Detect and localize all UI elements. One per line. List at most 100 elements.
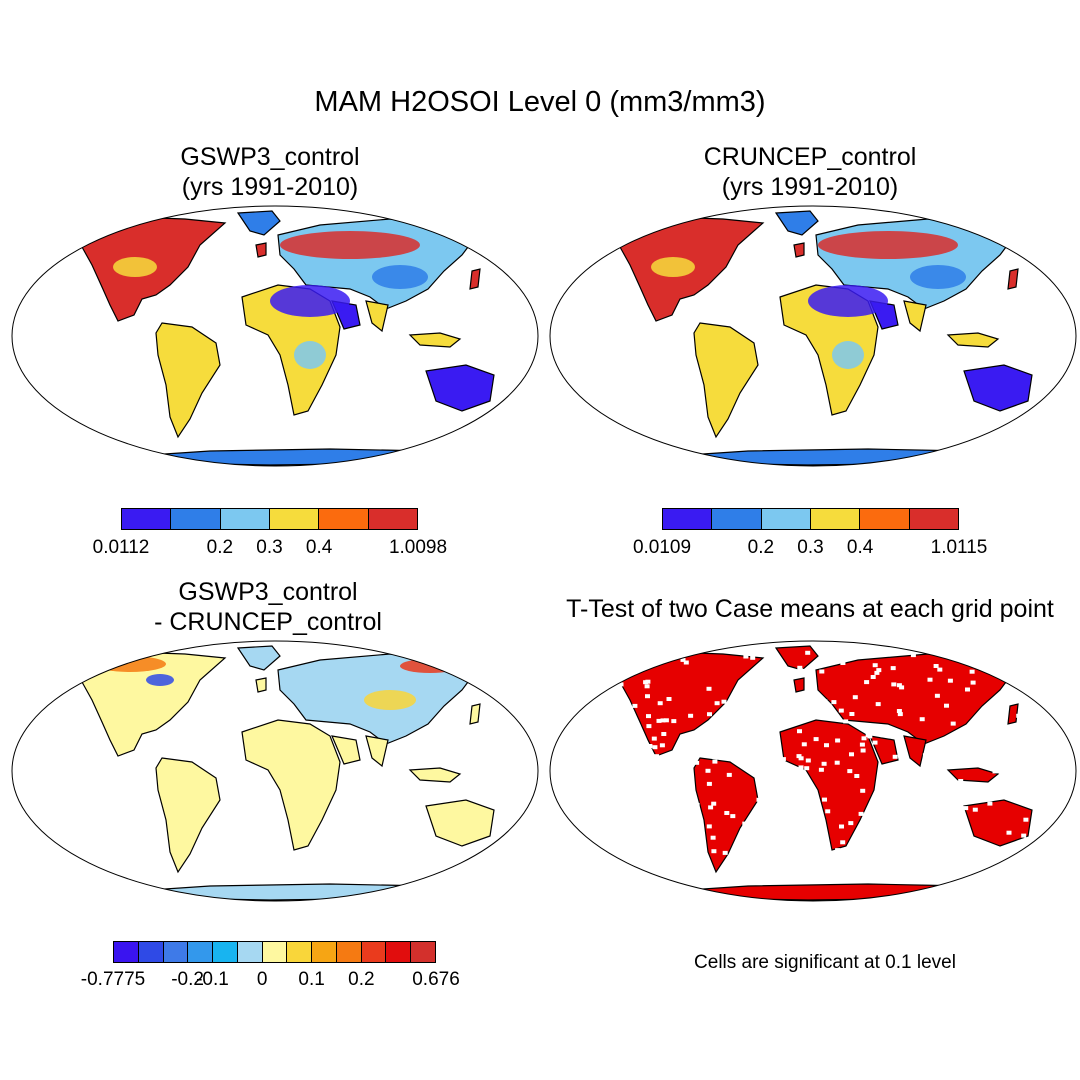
nonsignificant-cell xyxy=(944,703,949,708)
central-asia-diff xyxy=(364,690,416,710)
nonsignificant-cell xyxy=(881,824,887,829)
colorbar-label: 0.0109 xyxy=(632,537,692,558)
nonsignificant-cell xyxy=(781,672,787,677)
continent-greenland xyxy=(774,210,819,236)
nonsignificant-cell xyxy=(840,661,846,665)
nonsignificant-cell xyxy=(688,713,694,718)
colorbar-labels-difference: -0.7775 -0.2 -0.1 0 0.1 0.2 0.676 xyxy=(81,969,460,993)
nonsignificant-cell xyxy=(665,802,671,806)
continent-greenland xyxy=(236,645,281,671)
continent-antarctica xyxy=(119,448,481,466)
continent-uk xyxy=(793,677,805,693)
nonsignificant-cell xyxy=(746,683,751,688)
nonsignificant-cell xyxy=(801,742,807,747)
colorbar-swatch xyxy=(361,942,387,962)
southern-africa-zone xyxy=(832,341,864,369)
nonsignificant-cell xyxy=(929,832,934,837)
nonsignificant-cell xyxy=(674,812,679,817)
nonsignificant-cell xyxy=(991,791,996,796)
sahara-dry-zone xyxy=(270,285,350,317)
colorbar-swatch xyxy=(336,942,362,962)
nonsignificant-cell xyxy=(860,788,866,793)
nonsignificant-cell xyxy=(659,743,665,748)
colorbar-swatch xyxy=(114,942,139,962)
nonsignificant-cell xyxy=(987,789,993,794)
nonsignificant-cell xyxy=(848,821,854,826)
nonsignificant-cell xyxy=(972,807,978,812)
nonsignificant-cell xyxy=(681,817,687,822)
nonsignificant-cell xyxy=(981,737,986,741)
nonsignificant-cell xyxy=(614,654,620,659)
colorbar-label: 0.2 xyxy=(206,537,234,558)
nonsignificant-cell xyxy=(687,788,693,793)
nonsignificant-cell xyxy=(891,682,897,687)
colorbar-swatch xyxy=(663,509,713,529)
nonsignificant-cell xyxy=(666,697,672,701)
map-gswp3 xyxy=(11,205,539,467)
nonsignificant-cell xyxy=(997,795,1003,800)
nonsignificant-cell xyxy=(892,754,898,759)
nonsignificant-cell xyxy=(831,700,837,705)
nonsignificant-cell xyxy=(874,670,880,675)
nonsignificant-cell xyxy=(623,731,629,736)
nonsignificant-cell xyxy=(919,717,925,722)
nonsignificant-cell xyxy=(700,732,706,737)
nonsignificant-cell xyxy=(608,744,613,749)
nonsignificant-cell xyxy=(792,797,798,802)
nonsignificant-cell xyxy=(896,709,902,713)
nonsignificant-cell xyxy=(759,723,765,728)
colorbar-swatch xyxy=(319,509,369,529)
nonsignificant-cell xyxy=(933,664,939,668)
nonsignificant-cell xyxy=(843,719,849,724)
colorbar-swatch xyxy=(188,942,214,962)
nonsignificant-cell xyxy=(854,774,860,778)
nonsignificant-cell xyxy=(808,858,814,862)
nonsignificant-cell xyxy=(807,682,812,687)
nonsignificant-cell xyxy=(859,742,865,747)
colorbar-swatch xyxy=(138,942,164,962)
nonsignificant-cell xyxy=(993,705,999,710)
nonsignificant-cell xyxy=(932,844,938,849)
siberia-wet-band xyxy=(280,231,420,259)
nonsignificant-cell xyxy=(726,772,732,777)
nonsignificant-cell xyxy=(987,801,993,806)
nonsignificant-cell xyxy=(736,849,742,854)
nonsignificant-cell xyxy=(875,702,881,707)
colorbar-swatch xyxy=(163,942,189,962)
nonsignificant-cell xyxy=(947,678,953,683)
nonsignificant-cell xyxy=(969,858,975,863)
nonsignificant-cell xyxy=(706,824,712,829)
nonsignificant-cell xyxy=(705,768,711,773)
continent-japan xyxy=(469,703,481,725)
nonsignificant-cell xyxy=(937,667,943,672)
nonsignificant-cell xyxy=(613,701,619,706)
nonsignificant-cell xyxy=(989,849,995,854)
map-difference xyxy=(11,640,539,902)
nonsignificant-cell xyxy=(834,760,840,765)
nonsignificant-cell xyxy=(852,695,858,700)
nonsignificant-cell xyxy=(743,716,749,721)
nonsignificant-cell xyxy=(943,795,949,800)
nonsignificant-cell xyxy=(870,675,876,679)
colorbar-label: 0.4 xyxy=(846,537,874,558)
nonsignificant-cell xyxy=(805,650,811,655)
nonsignificant-cell xyxy=(922,753,928,758)
nonsignificant-cell xyxy=(963,806,969,811)
nonsignificant-cell xyxy=(714,701,720,706)
nonsignificant-cell xyxy=(842,857,848,862)
nonsignificant-cell xyxy=(902,804,908,809)
nonsignificant-cell xyxy=(750,655,756,660)
colorbar-labels-gswp3: 0.0112 0.2 0.3 0.4 1.0098 xyxy=(93,537,447,561)
nonsignificant-cell xyxy=(929,784,935,789)
continent-indonesia xyxy=(946,767,1000,783)
continent-australia xyxy=(425,364,495,412)
nonsignificant-cell xyxy=(724,811,730,815)
colorbar-label: 0.2 xyxy=(747,537,775,558)
nonsignificant-cell xyxy=(797,668,803,673)
nonsignificant-cell xyxy=(641,835,647,839)
colorbar-label: 0.3 xyxy=(256,537,283,558)
nonsignificant-cell xyxy=(977,853,983,858)
continent-uk xyxy=(255,242,267,258)
nonsignificant-cell xyxy=(839,824,844,829)
map-ttest xyxy=(549,640,1077,902)
